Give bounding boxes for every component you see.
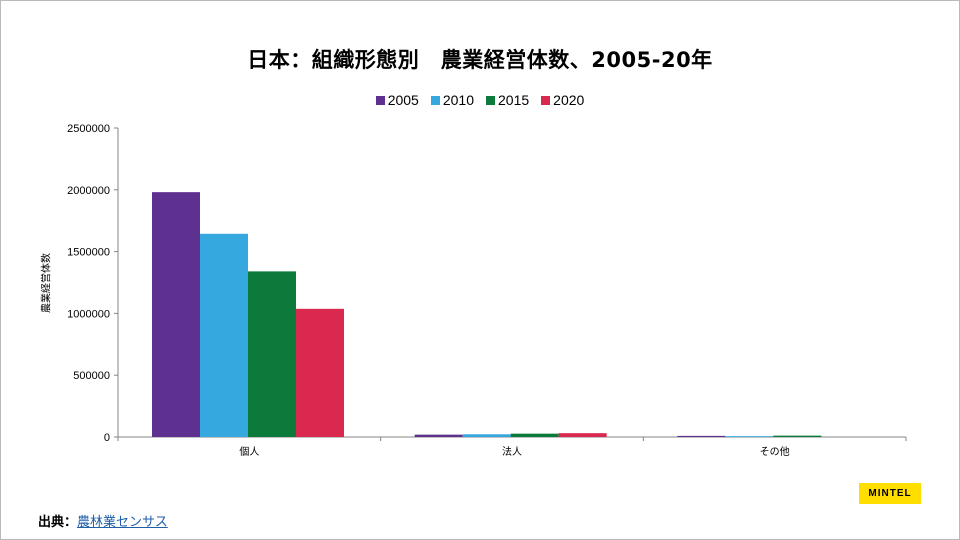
legend-item-2010: 2010: [430, 92, 474, 108]
bar-2010-1: [462, 434, 511, 437]
legend-item-2005: 2005: [375, 92, 419, 108]
y-tick-label: 2000000: [67, 185, 110, 197]
legend-label: 2005: [387, 92, 419, 108]
bar-2020-1: [558, 433, 607, 437]
bar-2015-1: [510, 433, 559, 437]
chart-title: 日本：組織形態別 農業経営体数、2005-20年: [247, 48, 713, 72]
x-category-label: その他: [760, 445, 790, 458]
bar-2005-2: [677, 435, 726, 437]
x-category-label: 個人: [239, 445, 259, 458]
y-tick-label: 1500000: [67, 247, 110, 259]
bar-2020-0: [296, 308, 344, 437]
y-tick-label: 0: [104, 432, 110, 444]
legend-label: 2015: [498, 92, 530, 108]
y-tick-label: 1000000: [67, 308, 110, 320]
y-tick-label: 2500000: [67, 123, 110, 135]
bar-2015-0: [248, 271, 296, 437]
bar-2015-2: [773, 435, 822, 437]
source-link[interactable]: 農林業センサス: [77, 515, 168, 530]
legend-label: 2010: [442, 92, 474, 108]
legend-item-2015: 2015: [486, 92, 529, 108]
bar-2005-0: [152, 192, 200, 437]
source-note: 出典：農林業センサス: [38, 511, 168, 530]
legend-swatch: [430, 95, 440, 105]
x-category-label: 法人: [502, 445, 522, 458]
bar-2010-2: [725, 436, 774, 437]
chart-legend: 2005 2010 2015 2020: [0, 92, 960, 108]
logo-text: MINTEL: [868, 488, 912, 499]
legend-label: 2020: [553, 92, 585, 108]
mintel-logo: MINTEL: [859, 483, 921, 504]
legend-swatch: [375, 95, 385, 105]
legend-swatch: [541, 95, 551, 105]
legend-item-2020: 2020: [541, 92, 584, 108]
source-prefix: 出典：: [38, 515, 78, 530]
bar-2005-1: [414, 434, 463, 437]
bar-2010-0: [200, 233, 248, 437]
y-tick-label: 500000: [73, 370, 110, 382]
legend-swatch: [486, 95, 495, 105]
